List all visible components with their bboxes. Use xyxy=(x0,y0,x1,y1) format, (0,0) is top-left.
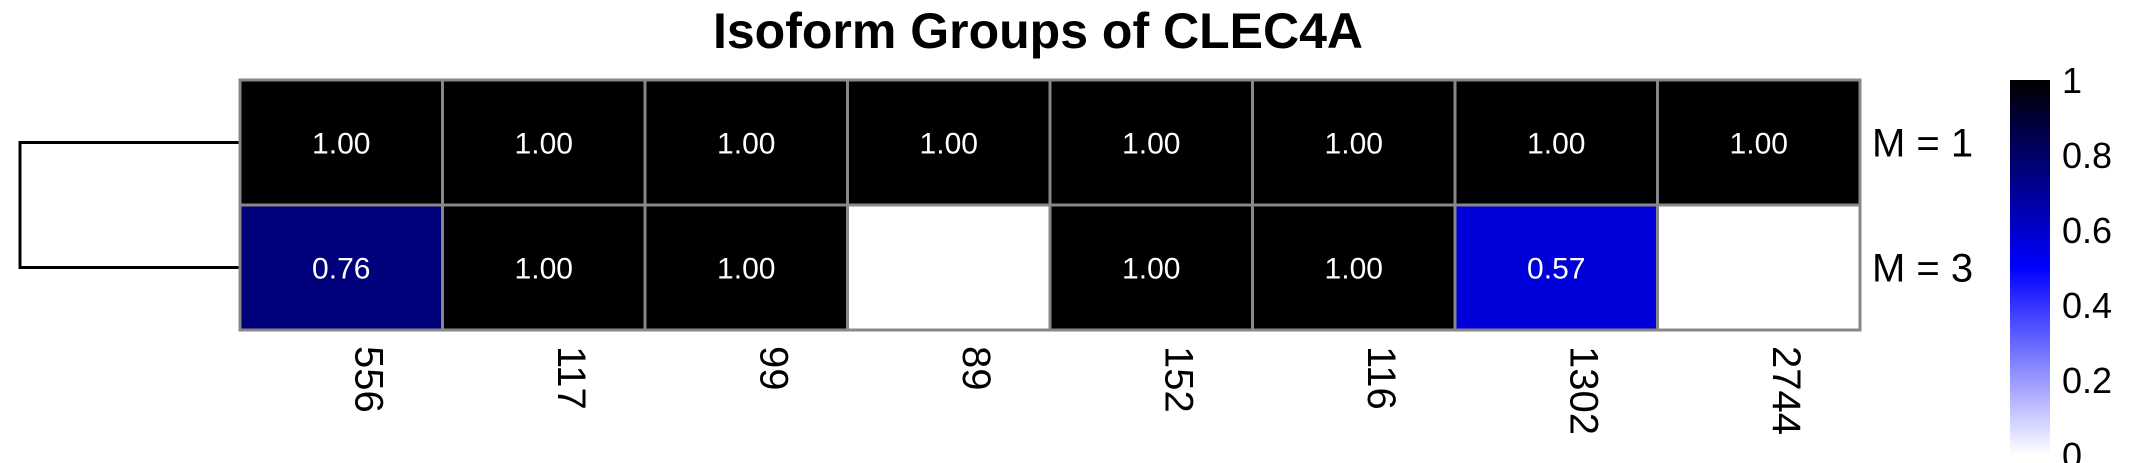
row-label: M = 1 xyxy=(1872,122,1973,166)
cell-value-label: 1.00 xyxy=(1325,253,1383,286)
cell-value-label: 0.76 xyxy=(312,253,370,286)
column-label: 1302 xyxy=(1561,346,1605,435)
cell-value-label: 1.00 xyxy=(717,253,775,286)
heatmap-cell xyxy=(238,78,444,207)
column-label: 99 xyxy=(751,346,795,391)
colorbar-tick-label: 0.4 xyxy=(2062,285,2112,326)
cell-value-label: 0.57 xyxy=(1527,253,1585,286)
column-label: 117 xyxy=(549,346,593,410)
colorbar-tick-label: 0.8 xyxy=(2062,135,2112,176)
cell-value-label: 1.00 xyxy=(1730,128,1788,161)
chart-title: Isoform Groups of CLEC4A xyxy=(713,3,1363,59)
row-label: M = 3 xyxy=(1872,247,1973,291)
heatmap-cell xyxy=(441,203,647,332)
colorbar-tick-label: 0.6 xyxy=(2062,210,2112,251)
cell-value-label: 1.00 xyxy=(920,128,978,161)
heatmap-cells: 1.00 1.00 1.00 1.00 1.00 1.00 1.00 1.00 0.76 1.00… xyxy=(238,78,1862,332)
column-label: 89 xyxy=(954,346,998,391)
heatmap-cell xyxy=(441,78,647,207)
cell-value-label: 1.00 xyxy=(515,253,573,286)
colorbar-tick-label: 0.2 xyxy=(2062,360,2112,401)
cell-value-label: 1.00 xyxy=(1122,253,1180,286)
column-label: 556 xyxy=(346,346,390,413)
cell-value-label: 1.00 xyxy=(312,128,370,161)
column-label: 2744 xyxy=(1764,346,1808,435)
column-labels: 556 117 99 89 152 116 1302 2744 xyxy=(346,346,1808,435)
cell-value-label: 1.00 xyxy=(515,128,573,161)
heatmap-cell xyxy=(1251,78,1457,207)
heatmap-cell xyxy=(1656,203,1862,332)
colorbar: 0 0.2 0.4 0.6 0.8 1 xyxy=(2010,60,2112,463)
cell-value-label: 1.00 xyxy=(1527,128,1585,161)
colorbar-tick-label: 0 xyxy=(2062,435,2082,463)
heatmap-border xyxy=(238,78,1862,332)
column-label: 152 xyxy=(1156,346,1200,413)
heatmap-cell xyxy=(1656,78,1862,207)
colorbar-gradient xyxy=(2010,80,2050,455)
cell-value-label: 1.00 xyxy=(1122,128,1180,161)
cell-value-label: 1.00 xyxy=(717,128,775,161)
cell-value-label: 1.00 xyxy=(1325,128,1383,161)
heatmap-cell xyxy=(1048,203,1254,332)
row-labels: M = 1 M = 3 xyxy=(1872,122,1973,291)
heatmap-cell xyxy=(846,203,1052,332)
row-dendrogram xyxy=(18,141,240,269)
dendrogram-branch xyxy=(18,141,240,269)
colorbar-tick-label: 1 xyxy=(2062,60,2082,101)
column-label: 116 xyxy=(1359,346,1403,410)
heatmap-cell xyxy=(1453,203,1659,332)
